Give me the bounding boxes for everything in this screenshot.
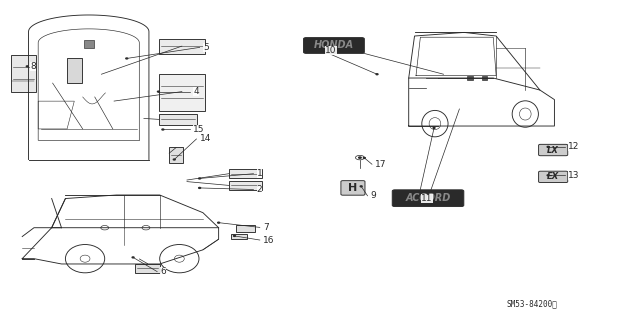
Bar	[228, 181, 262, 190]
Text: LX: LX	[547, 145, 559, 154]
Text: 8: 8	[31, 62, 36, 71]
Bar	[481, 76, 488, 80]
Text: H: H	[348, 183, 358, 193]
Text: SM53-84200①: SM53-84200①	[507, 299, 558, 308]
Text: 10: 10	[325, 46, 337, 55]
FancyBboxPatch shape	[341, 181, 365, 195]
Text: EX: EX	[547, 172, 559, 182]
FancyBboxPatch shape	[539, 171, 568, 182]
Circle shape	[234, 235, 236, 236]
Circle shape	[218, 222, 220, 223]
Bar	[67, 58, 81, 83]
Text: 11: 11	[421, 195, 433, 204]
Text: 6: 6	[161, 267, 166, 276]
Circle shape	[376, 74, 378, 75]
Circle shape	[364, 158, 365, 159]
Circle shape	[162, 129, 164, 130]
Bar	[159, 74, 205, 111]
Bar	[84, 40, 93, 48]
Text: 15: 15	[193, 125, 205, 134]
Circle shape	[358, 157, 361, 158]
Bar	[231, 234, 247, 239]
FancyBboxPatch shape	[392, 190, 464, 207]
Circle shape	[26, 66, 28, 67]
Text: 7: 7	[263, 223, 269, 232]
Text: 13: 13	[568, 171, 580, 180]
Circle shape	[173, 159, 175, 160]
Text: 1: 1	[257, 169, 262, 178]
Bar	[169, 147, 183, 163]
Circle shape	[547, 146, 549, 147]
Text: ACCORD: ACCORD	[405, 193, 451, 203]
Bar	[467, 76, 473, 80]
Bar	[236, 225, 255, 232]
FancyBboxPatch shape	[539, 144, 568, 156]
Circle shape	[126, 58, 128, 59]
Circle shape	[360, 186, 362, 187]
Bar	[228, 169, 262, 178]
Text: 14: 14	[200, 135, 211, 144]
Circle shape	[157, 91, 159, 92]
Text: 2: 2	[257, 185, 262, 194]
Circle shape	[547, 175, 549, 176]
Text: HONDA: HONDA	[314, 41, 354, 50]
Circle shape	[132, 257, 134, 258]
Text: 4: 4	[193, 87, 199, 96]
Text: 17: 17	[375, 160, 387, 169]
Bar	[159, 39, 205, 54]
Text: 9: 9	[371, 191, 376, 200]
Text: 12: 12	[568, 142, 580, 152]
Bar	[11, 55, 36, 92]
Circle shape	[198, 178, 200, 179]
Circle shape	[198, 188, 200, 189]
FancyBboxPatch shape	[303, 38, 364, 53]
Bar	[159, 114, 197, 125]
Bar	[135, 264, 161, 273]
Text: 16: 16	[263, 235, 275, 245]
Text: 5: 5	[203, 43, 209, 52]
